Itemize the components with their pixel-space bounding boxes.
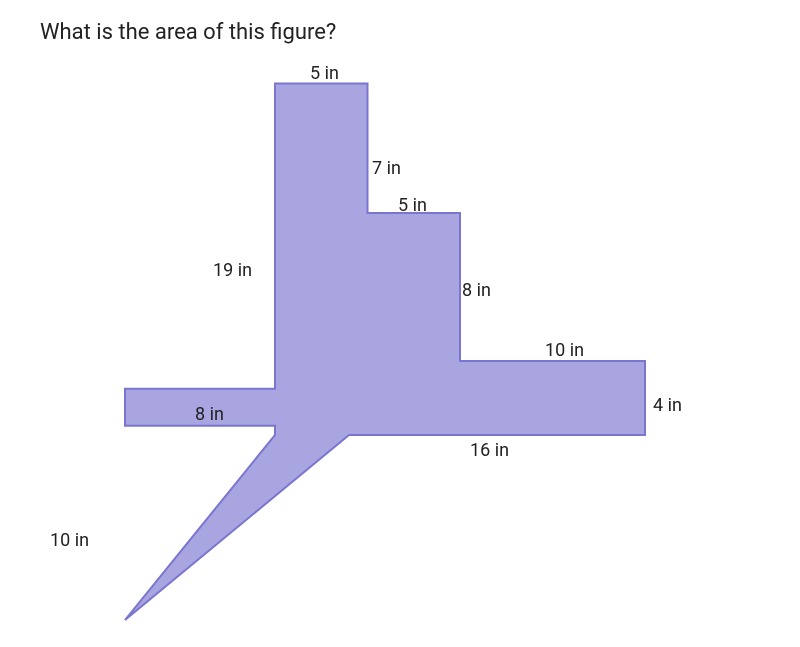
edge-label: 8 in <box>195 404 224 425</box>
edge-label: 5 in <box>310 63 339 84</box>
edge-label: 10 in <box>50 530 89 551</box>
figure-svg <box>0 0 800 647</box>
edge-label: 7 in <box>372 158 401 179</box>
edge-label: 5 in <box>398 195 427 216</box>
edge-label: 10 in <box>545 340 584 361</box>
edge-label: 4 in <box>653 395 682 416</box>
page-root: What is the area of this figure? 5 in7 i… <box>0 0 800 647</box>
edge-label: 16 in <box>470 440 509 461</box>
edge-label: 8 in <box>462 280 491 301</box>
edge-label: 19 in <box>213 260 252 281</box>
